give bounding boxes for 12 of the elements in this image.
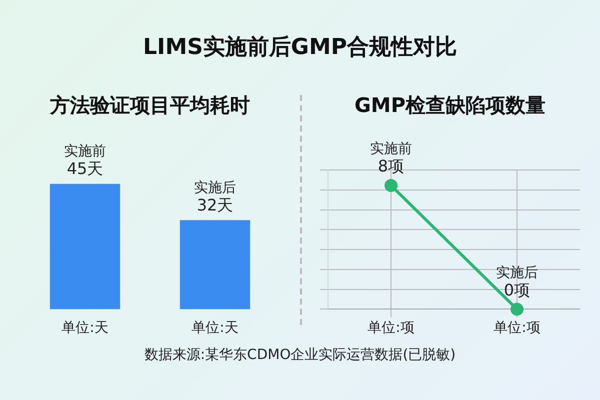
x-tick-label: 单位:天	[62, 320, 108, 336]
data-label: 实施后 32天	[194, 180, 236, 214]
x-tick-label: 单位:天	[192, 320, 238, 336]
chart-title: GMP检查缺陷项数量	[354, 92, 546, 119]
data-label: 实施前 45天	[64, 144, 106, 178]
text: LIMS实施前后GMP合规性对比	[142, 34, 458, 62]
chart-title: 方法验证项目平均耗时	[48, 92, 251, 119]
x-tick-label: 单位:项	[494, 320, 540, 336]
data-label: 实施后 0项	[496, 264, 538, 300]
source-note: 数据来源:某华东CDMO企业实际运营数据(已脱敏)	[143, 346, 457, 364]
data-label: 实施前 8项	[370, 141, 412, 176]
x-tick-label: 单位:项	[368, 320, 414, 336]
